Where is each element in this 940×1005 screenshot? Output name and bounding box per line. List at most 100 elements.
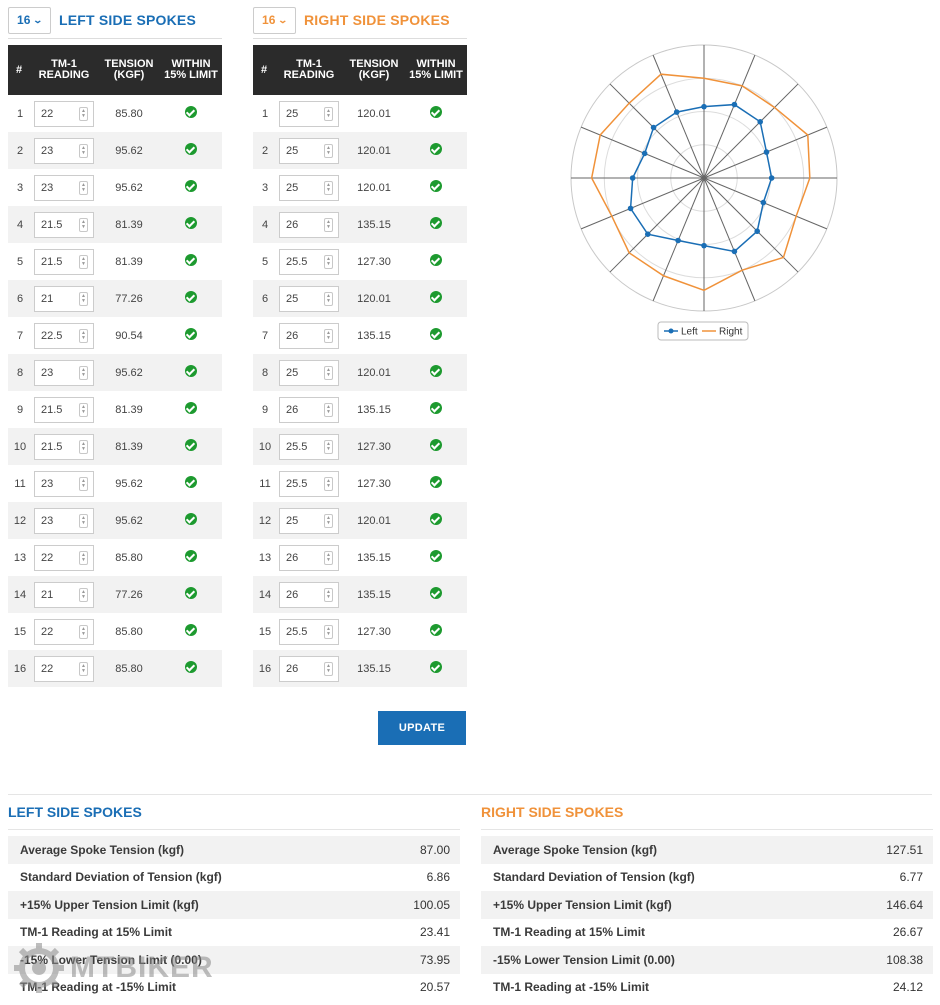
spinner-arrows-icon[interactable]: ▲ ▼ xyxy=(324,254,333,269)
tm1-reading-stepper[interactable]: 23 ▲ ▼ xyxy=(34,137,94,164)
spinner-arrows-icon[interactable]: ▲ ▼ xyxy=(79,180,88,195)
table-row: 1 22 ▲ ▼ 85.80 xyxy=(8,95,222,132)
spinner-arrows-icon[interactable]: ▲ ▼ xyxy=(79,513,88,528)
spinner-arrows-icon[interactable]: ▲ ▼ xyxy=(324,624,333,639)
reading-cell: 26 ▲ ▼ xyxy=(275,317,343,354)
left-spoke-count-value: 16 xyxy=(17,13,31,27)
tm1-reading-stepper[interactable]: 26 ▲ ▼ xyxy=(279,396,339,423)
tm1-reading-stepper[interactable]: 23 ▲ ▼ xyxy=(34,470,94,497)
tm1-reading-stepper[interactable]: 25.5 ▲ ▼ xyxy=(279,433,339,460)
tm1-reading-stepper[interactable]: 25.5 ▲ ▼ xyxy=(279,248,339,275)
right-spoke-count-select[interactable]: 16 ⌄ xyxy=(253,6,296,34)
tm1-reading-stepper[interactable]: 22 ▲ ▼ xyxy=(34,544,94,571)
spinner-arrows-icon[interactable]: ▲ ▼ xyxy=(324,550,333,565)
tension-radar-chart: Left Right xyxy=(562,40,847,345)
spinner-arrows-icon[interactable]: ▲ ▼ xyxy=(79,476,88,491)
tm1-reading-stepper[interactable]: 21.5 ▲ ▼ xyxy=(34,248,94,275)
divider xyxy=(8,38,222,39)
reading-cell: 26 ▲ ▼ xyxy=(275,650,343,687)
tm1-reading-stepper[interactable]: 22 ▲ ▼ xyxy=(34,618,94,645)
spoke-axis xyxy=(703,177,799,273)
spinner-arrows-icon[interactable]: ▲ ▼ xyxy=(79,661,88,676)
data-point xyxy=(627,205,634,212)
tm1-reading-stepper[interactable]: 26 ▲ ▼ xyxy=(279,211,339,238)
tm1-reading-stepper[interactable]: 21 ▲ ▼ xyxy=(34,581,94,608)
watermark-text: MTBIKER xyxy=(70,951,214,984)
check-circle-icon xyxy=(185,587,197,599)
spinner-arrows-icon[interactable]: ▲ ▼ xyxy=(324,217,333,232)
within-limit-cell xyxy=(405,317,467,354)
update-button[interactable]: UPDATE xyxy=(378,711,466,745)
spinner-arrows-icon[interactable]: ▲ ▼ xyxy=(79,624,88,639)
spinner-arrows-icon[interactable]: ▲ ▼ xyxy=(79,365,88,380)
spinner-arrows-icon[interactable]: ▲ ▼ xyxy=(79,328,88,343)
spinner-arrows-icon[interactable]: ▲ ▼ xyxy=(324,365,333,380)
tm1-reading-stepper[interactable]: 25 ▲ ▼ xyxy=(279,137,339,164)
tm1-reading-stepper[interactable]: 26 ▲ ▼ xyxy=(279,655,339,682)
tm1-reading-stepper[interactable]: 25 ▲ ▼ xyxy=(279,507,339,534)
tm1-reading-stepper[interactable]: 26 ▲ ▼ xyxy=(279,581,339,608)
spoke-number: 1 xyxy=(261,107,269,120)
check-circle-icon xyxy=(185,254,197,266)
spoke-number: 15 xyxy=(13,625,27,638)
tm1-reading-stepper[interactable]: 23 ▲ ▼ xyxy=(34,507,94,534)
tm1-reading-stepper[interactable]: 21 ▲ ▼ xyxy=(34,285,94,312)
tm1-reading-stepper[interactable]: 23 ▲ ▼ xyxy=(34,174,94,201)
within-limit-cell xyxy=(160,650,222,687)
reading-cell: 23 ▲ ▼ xyxy=(30,354,98,391)
spinner-arrows-icon[interactable]: ▲ ▼ xyxy=(324,587,333,602)
spinner-arrows-icon[interactable]: ▲ ▼ xyxy=(79,254,88,269)
col-header-number: # xyxy=(260,63,268,76)
table-row: 2 23 ▲ ▼ 95.62 xyxy=(8,132,222,169)
left-spoke-count-select[interactable]: 16 ⌄ xyxy=(8,6,51,34)
tm1-reading-stepper[interactable]: 23 ▲ ▼ xyxy=(34,359,94,386)
table-row: 10 25.5 ▲ ▼ 127.30 xyxy=(253,428,467,465)
tm1-reading-stepper[interactable]: 25.5 ▲ ▼ xyxy=(279,618,339,645)
summary-value: 73.95 xyxy=(419,952,450,967)
summary-value: 24.12 xyxy=(892,980,923,995)
spinner-arrows-icon[interactable]: ▲ ▼ xyxy=(324,180,333,195)
data-point xyxy=(754,228,761,235)
tm1-reading-stepper[interactable]: 26 ▲ ▼ xyxy=(279,322,339,349)
col-header-within-limit: WITHIN 15% LIMIT xyxy=(409,58,463,81)
tm1-reading-value: 23 xyxy=(41,477,54,490)
spinner-arrows-icon[interactable]: ▲ ▼ xyxy=(324,291,333,306)
spinner-arrows-icon[interactable]: ▲ ▼ xyxy=(79,143,88,158)
spinner-arrows-icon[interactable]: ▲ ▼ xyxy=(79,402,88,417)
spinner-arrows-icon[interactable]: ▲ ▼ xyxy=(324,439,333,454)
tm1-reading-stepper[interactable]: 25 ▲ ▼ xyxy=(279,100,339,127)
tm1-reading-value: 26 xyxy=(286,588,299,601)
spinner-arrows-icon[interactable]: ▲ ▼ xyxy=(324,143,333,158)
spinner-arrows-icon[interactable]: ▲ ▼ xyxy=(324,106,333,121)
tm1-reading-stepper[interactable]: 25.5 ▲ ▼ xyxy=(279,470,339,497)
tm1-reading-stepper[interactable]: 25 ▲ ▼ xyxy=(279,359,339,386)
tm1-reading-stepper[interactable]: 22 ▲ ▼ xyxy=(34,655,94,682)
spinner-arrows-icon[interactable]: ▲ ▼ xyxy=(324,661,333,676)
spinner-arrows-icon[interactable]: ▲ ▼ xyxy=(79,550,88,565)
spinner-arrows-icon[interactable]: ▲ ▼ xyxy=(79,291,88,306)
tm1-reading-stepper[interactable]: 21.5 ▲ ▼ xyxy=(34,396,94,423)
tm1-reading-stepper[interactable]: 22.5 ▲ ▼ xyxy=(34,322,94,349)
legend-label-right: Right xyxy=(719,327,743,338)
spinner-arrows-icon[interactable]: ▲ ▼ xyxy=(79,587,88,602)
summary-value: 23.41 xyxy=(419,925,450,940)
spinner-arrows-icon[interactable]: ▲ ▼ xyxy=(324,513,333,528)
spoke-axis xyxy=(703,177,756,302)
spinner-arrows-icon[interactable]: ▲ ▼ xyxy=(79,106,88,121)
tm1-reading-stepper[interactable]: 21.5 ▲ ▼ xyxy=(34,433,94,460)
spinner-arrows-icon[interactable]: ▲ ▼ xyxy=(79,217,88,232)
check-circle-icon xyxy=(185,291,197,303)
spinner-arrows-icon[interactable]: ▲ ▼ xyxy=(324,402,333,417)
spoke-axis xyxy=(609,83,705,179)
check-circle-icon xyxy=(185,513,197,525)
tm1-reading-stepper[interactable]: 21.5 ▲ ▼ xyxy=(34,211,94,238)
tm1-reading-stepper[interactable]: 26 ▲ ▼ xyxy=(279,544,339,571)
tm1-reading-stepper[interactable]: 25 ▲ ▼ xyxy=(279,285,339,312)
tm1-reading-stepper[interactable]: 22 ▲ ▼ xyxy=(34,100,94,127)
spoke-number: 1 xyxy=(16,107,24,120)
spinner-arrows-icon[interactable]: ▲ ▼ xyxy=(324,476,333,491)
right-spokes-panel: 16 ⌄ RIGHT SIDE SPOKES # TM-1 READING TE… xyxy=(253,6,467,687)
tm1-reading-stepper[interactable]: 25 ▲ ▼ xyxy=(279,174,339,201)
spinner-arrows-icon[interactable]: ▲ ▼ xyxy=(79,439,88,454)
spinner-arrows-icon[interactable]: ▲ ▼ xyxy=(324,328,333,343)
